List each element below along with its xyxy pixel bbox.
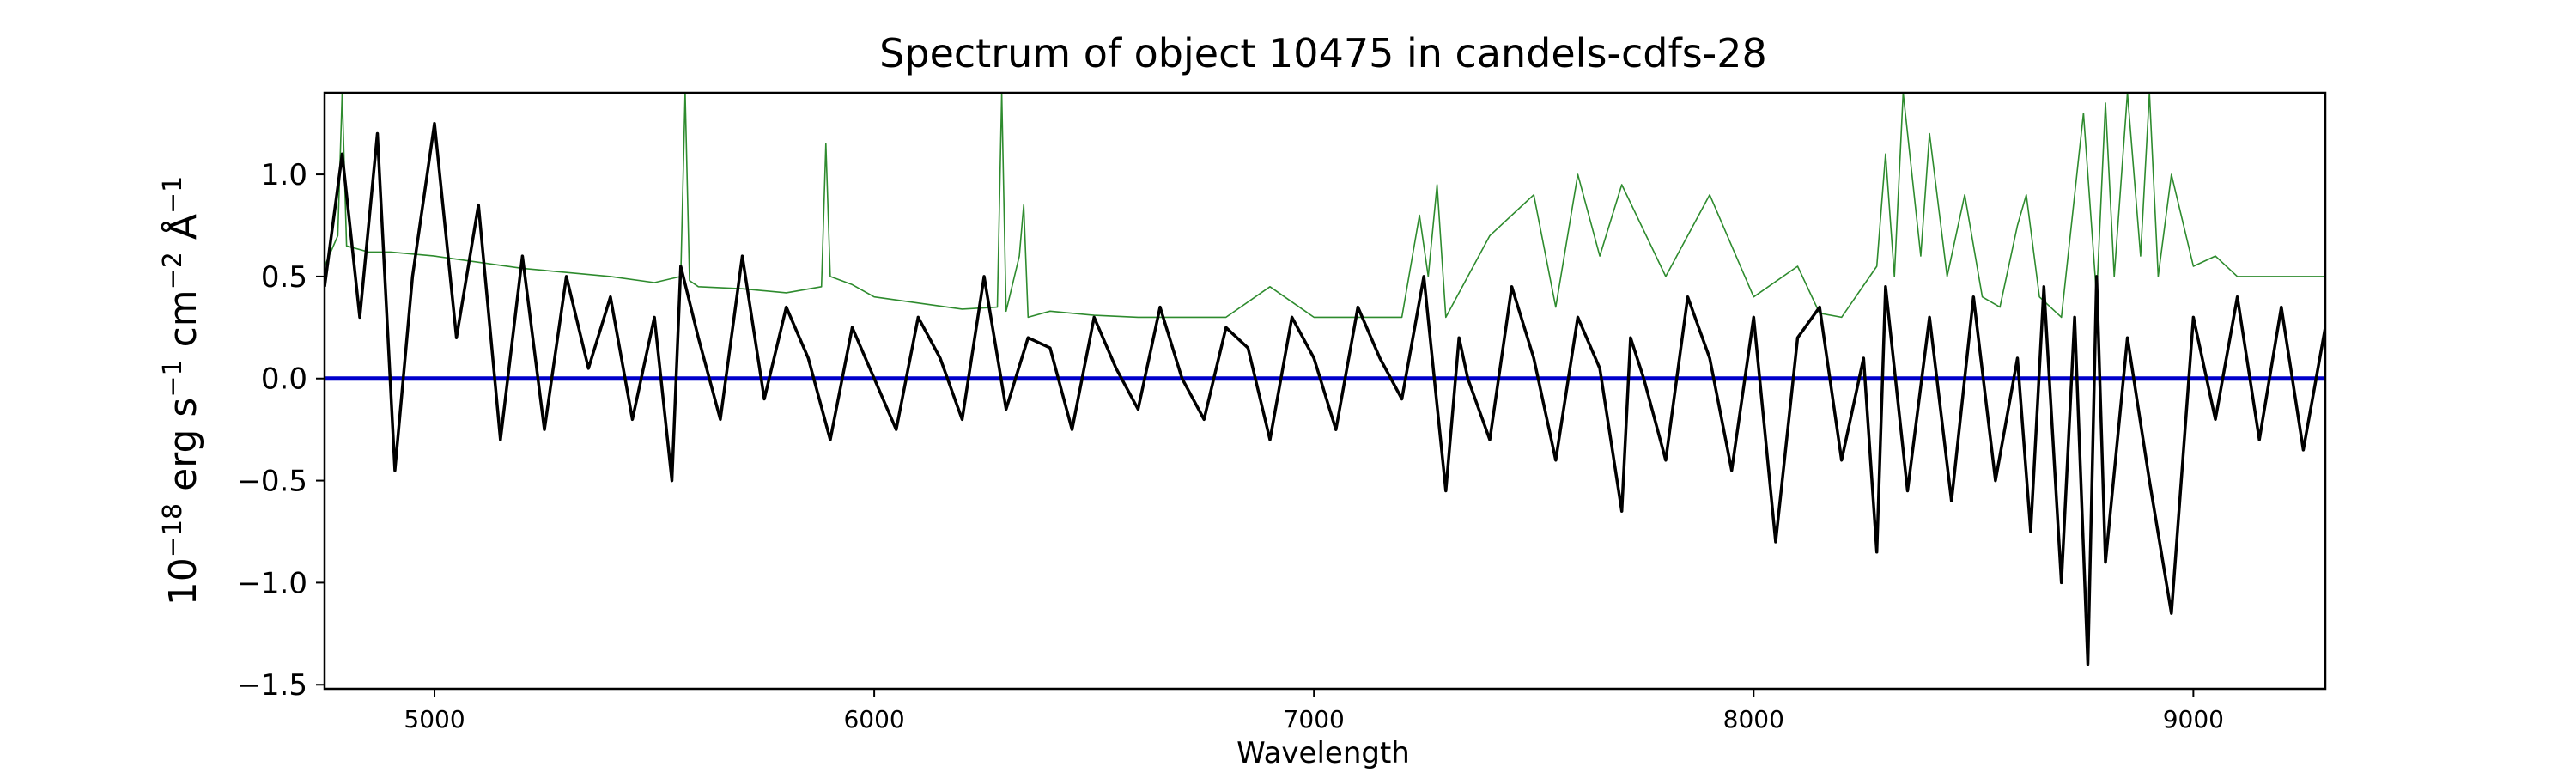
y-tick-label: −1.5 xyxy=(236,668,307,703)
error-spectrum-line xyxy=(325,93,2325,319)
y-tick-label: −0.5 xyxy=(236,465,307,499)
x-tick-label: 9000 xyxy=(2163,705,2224,733)
x-axis: 5000 6000 7000 8000 9000 xyxy=(404,689,2224,733)
y-label-ang: Å xyxy=(160,214,205,252)
y-label-exp-ang: −1 xyxy=(158,176,188,214)
x-tick-label: 8000 xyxy=(1723,705,1784,733)
plot-frame xyxy=(323,91,2327,691)
x-tick-label: 7000 xyxy=(1284,705,1345,733)
y-label-exp-s: −1 xyxy=(158,359,188,397)
x-axis-label: Wavelength xyxy=(1236,736,1410,770)
y-label-cm: cm xyxy=(161,289,205,359)
y-axis-label: 10−18 erg s−1 cm−2 Å−1 xyxy=(158,176,206,606)
y-tick-label: −1.0 xyxy=(236,566,307,600)
x-tick-label: 5000 xyxy=(404,705,465,733)
y-tick-label: 1.0 xyxy=(261,158,307,192)
y-axis: −1.5 −1.0 −0.5 0.0 0.5 1.0 xyxy=(236,158,325,703)
chart-title: Spectrum of object 10475 in candels-cdfs… xyxy=(879,30,1767,76)
y-tick-label: 0.5 xyxy=(261,260,307,295)
plot-area xyxy=(325,93,2325,666)
y-label-base: 10 xyxy=(161,557,205,606)
y-label-erg: erg s xyxy=(161,398,205,503)
y-label-exp-base: −18 xyxy=(158,503,188,557)
flux-spectrum-line xyxy=(325,121,2325,666)
y-label-exp-cm: −2 xyxy=(158,252,188,289)
y-tick-label: 0.0 xyxy=(261,362,307,397)
x-tick-label: 6000 xyxy=(843,705,904,733)
